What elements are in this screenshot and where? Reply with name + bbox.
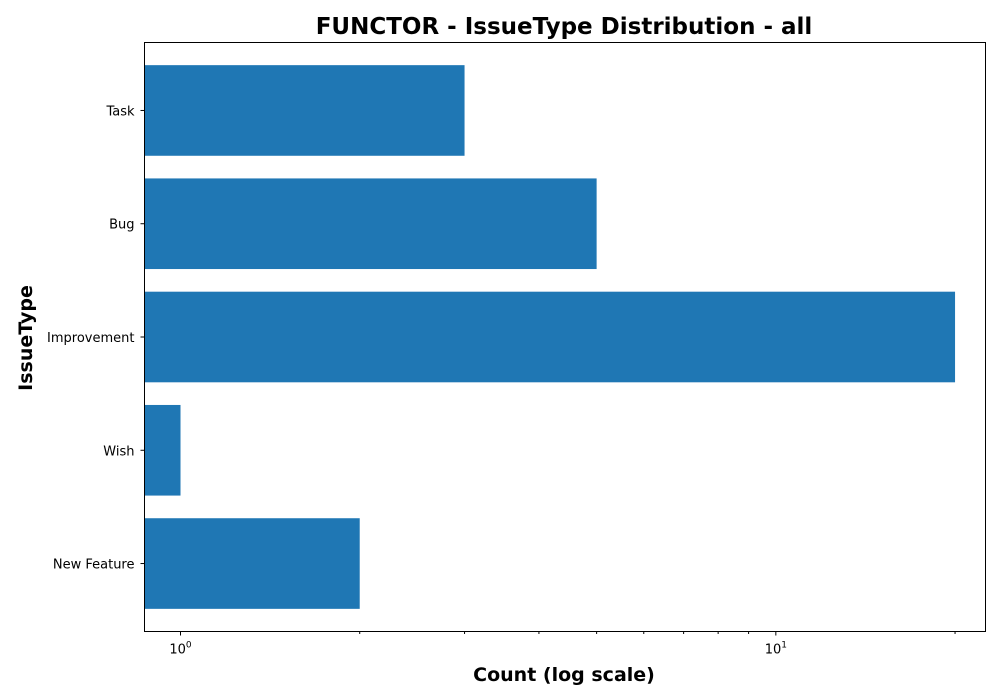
y-axis-label: IssueType — [15, 285, 37, 391]
chart-title: FUNCTOR - IssueType Distribution - all — [316, 14, 813, 40]
bar-bug — [144, 178, 597, 270]
y-tick-label-new-feature: New Feature — [53, 558, 135, 573]
plot-frame — [144, 42, 986, 632]
y-tick-label-wish: Wish — [103, 444, 134, 459]
y-tick-label-task: Task — [105, 104, 135, 119]
bars-group — [144, 65, 956, 609]
x-tick-label: 100 — [169, 641, 192, 658]
bar-wish — [144, 404, 181, 496]
y-ticks-group: Task Bug Improvement Wish New Feature — [47, 104, 145, 573]
bar-improvement — [144, 291, 956, 383]
y-tick-label-bug: Bug — [109, 218, 134, 233]
y-tick-label-improvement: Improvement — [47, 331, 134, 346]
bar-new-feature — [144, 518, 360, 609]
x-tick-label: 101 — [765, 641, 787, 658]
x-axis-label: Count (log scale) — [473, 664, 655, 686]
bar-task — [144, 65, 465, 156]
x-ticks-group: 100 101 — [169, 631, 956, 658]
